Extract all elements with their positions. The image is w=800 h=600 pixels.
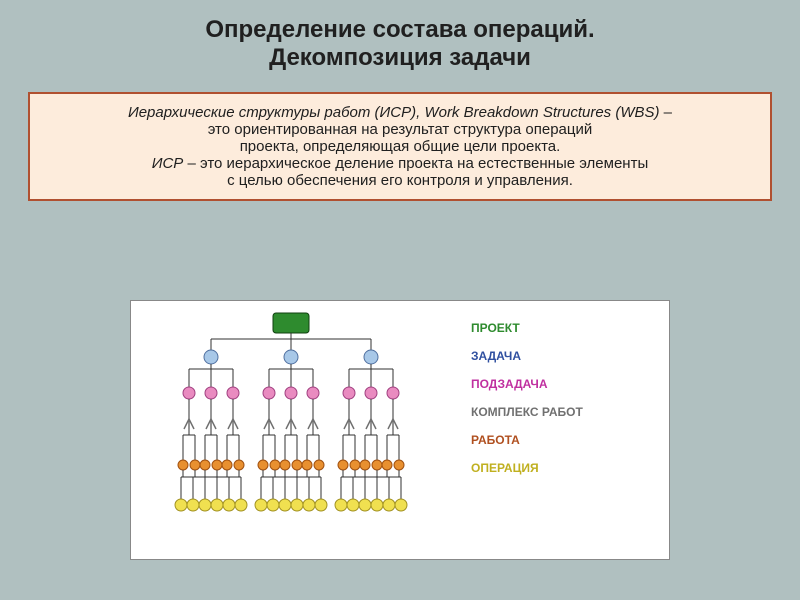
legend-item: РАБОТА: [471, 433, 583, 447]
title-line-1: Определение состава операций.: [20, 16, 780, 44]
info-line-4-rest: – это иерархическое деление проекта на е…: [183, 155, 648, 172]
info-line-1-rest: –: [660, 104, 673, 121]
diagram-container: ПРОЕКТ ЗАДАЧА ПОДЗАДАЧА КОМПЛЕКС РАБОТ РАБОТ…: [130, 300, 670, 560]
page-title: Определение состава операций. Декомпозиц…: [0, 0, 800, 82]
wbs-tree: [131, 301, 451, 541]
info-line-5: с целью обеспечения его контроля и управ…: [48, 172, 752, 189]
legend-item: ПРОЕКТ: [471, 321, 583, 335]
info-line-4-italic: ИСР: [152, 155, 184, 172]
info-line-2: это ориентированная на результат структу…: [48, 121, 752, 138]
legend-item: ОПЕРАЦИЯ: [471, 461, 583, 475]
definition-box: Иерархические структуры работ (ИСР), Wor…: [28, 92, 772, 201]
legend-item: ПОДЗАДАЧА: [471, 377, 583, 391]
info-line-1: Иерархические структуры работ (ИСР), Wor…: [48, 104, 752, 121]
info-line-4: ИСР – это иерархическое деление проекта …: [48, 155, 752, 172]
title-line-2: Декомпозиция задачи: [20, 44, 780, 72]
info-line-1-italic: Иерархические структуры работ (ИСР), Wor…: [128, 104, 660, 121]
legend-item: КОМПЛЕКС РАБОТ: [471, 405, 583, 419]
legend: ПРОЕКТ ЗАДАЧА ПОДЗАДАЧА КОМПЛЕКС РАБОТ РАБОТ…: [471, 321, 583, 489]
legend-item: ЗАДАЧА: [471, 349, 583, 363]
info-line-3: проекта, определяющая общие цели проекта…: [48, 138, 752, 155]
